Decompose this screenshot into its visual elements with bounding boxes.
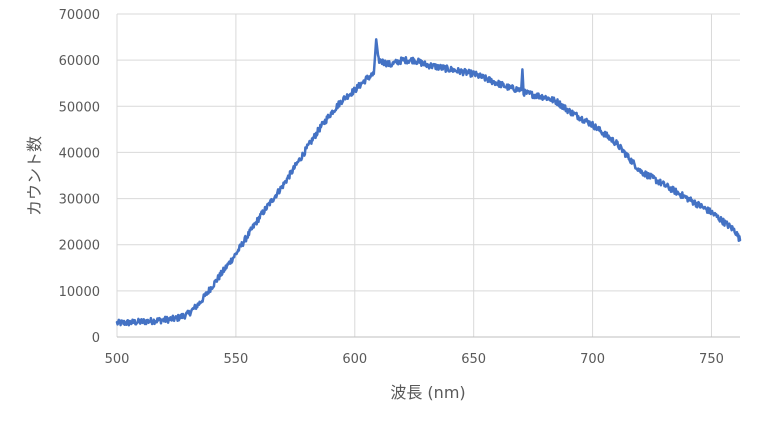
- y-tick-label: 30000: [59, 193, 100, 208]
- x-tick-label: 550: [223, 352, 248, 367]
- x-tick-label: 600: [342, 352, 367, 367]
- x-tick-label: 500: [105, 352, 130, 367]
- tick-label-layer: 0 10000 20000 30000 40000 50000 60000 70000 500 5…: [59, 8, 724, 367]
- y-tick-label: 60000: [59, 54, 100, 69]
- series-line: [115, 38, 742, 327]
- y-tick-label: 70000: [59, 8, 100, 23]
- x-tick-label: 700: [580, 352, 605, 367]
- y-axis-title: カウント数: [25, 136, 44, 216]
- y-tick-label: 50000: [59, 100, 100, 115]
- grid-layer: [116, 13, 740, 338]
- series-layer: [115, 38, 742, 327]
- x-axis-title: 波長 (nm): [390, 383, 465, 402]
- x-tick-label: 750: [699, 352, 724, 367]
- y-tick-label: 0: [92, 331, 100, 346]
- x-tick-label: 650: [461, 352, 486, 367]
- y-tick-label: 10000: [59, 285, 100, 300]
- y-tick-label: 40000: [59, 146, 100, 161]
- y-tick-label: 20000: [59, 239, 100, 254]
